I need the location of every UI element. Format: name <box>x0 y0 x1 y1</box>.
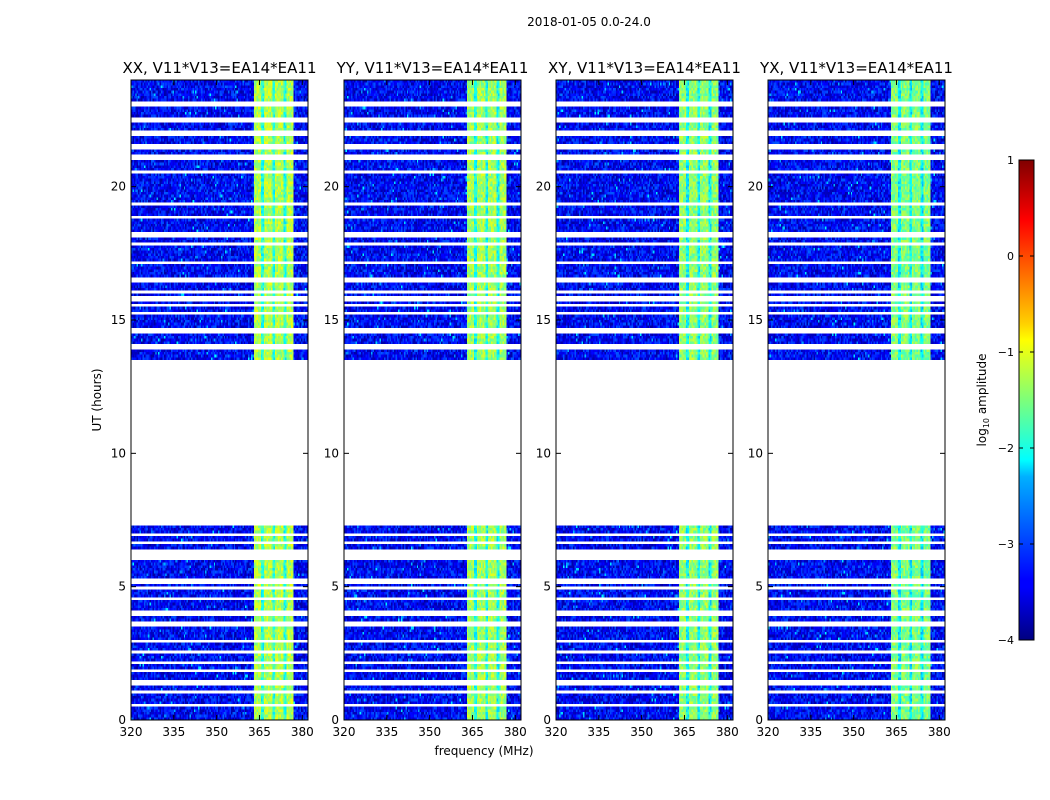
x-tick-label: 335 <box>375 725 398 739</box>
heatmap-image <box>768 80 945 720</box>
panel-frame <box>767 79 946 721</box>
colorbar-label: log10 amplitude <box>975 354 991 447</box>
x-tick-label: 380 <box>291 725 314 739</box>
panel-title: XY, V11*V13=EA14*EA11 <box>548 59 741 77</box>
y-tick-label: 10 <box>748 446 763 460</box>
panel-xy: XY, V11*V13=EA14*EA11 320 335 350 365 380 0 5 10… <box>536 59 741 739</box>
x-tick-label: 335 <box>162 725 185 739</box>
x-axis-label: frequency (MHz) <box>434 744 533 758</box>
x-tick-label: 350 <box>418 725 441 739</box>
x-tick-label: 350 <box>842 725 865 739</box>
y-tick-label: 0 <box>118 713 126 727</box>
x-tick-label: 380 <box>928 725 951 739</box>
x-tick-label: 320 <box>757 725 780 739</box>
y-tick-label: 10 <box>536 446 551 460</box>
panel-frame <box>555 79 734 721</box>
panel-title: YX, V11*V13=EA14*EA11 <box>759 59 953 77</box>
y-tick-label: 15 <box>111 313 126 327</box>
x-tick-label: 365 <box>885 725 908 739</box>
x-tick-label: 365 <box>461 725 484 739</box>
y-tick-label: 20 <box>536 180 551 194</box>
y-tick-label: 5 <box>118 580 126 594</box>
x-tick-label: 350 <box>630 725 653 739</box>
x-tick-label: 335 <box>587 725 610 739</box>
panel-yx: YX, V11*V13=EA14*EA11 320 335 350 365 380 0 5 10… <box>748 59 953 739</box>
panel-xx: XX, V11*V13=EA14*EA11 320 335 350 365 380 0 5 10… <box>111 59 317 739</box>
colorbar: log10 amplitude 1 0 −1 −2 −3 −4 <box>975 154 1035 647</box>
heatmap-image <box>344 80 521 720</box>
y-tick-label: 20 <box>111 180 126 194</box>
y-tick-label: 15 <box>748 313 763 327</box>
colorbar-tick-label: −3 <box>998 538 1014 551</box>
x-tick-label: 320 <box>545 725 568 739</box>
figure-title: 2018-01-05 0.0-24.0 <box>527 15 651 29</box>
y-tick-label: 20 <box>324 180 339 194</box>
x-tick-label: 365 <box>248 725 271 739</box>
colorbar-tick-label: 1 <box>1007 154 1014 167</box>
y-axis-label: UT (hours) <box>90 368 104 431</box>
y-tick-label: 10 <box>111 446 126 460</box>
heatmap-image <box>556 80 733 720</box>
x-tick-label: 350 <box>205 725 228 739</box>
colorbar-tick-label: −4 <box>998 634 1014 647</box>
y-tick-label: 15 <box>536 313 551 327</box>
y-tick-label: 5 <box>755 580 763 594</box>
x-tick-label: 365 <box>673 725 696 739</box>
x-tick-label: 320 <box>333 725 356 739</box>
panels: XX, V11*V13=EA14*EA11 320 335 350 365 380 0 5 10… <box>111 59 953 739</box>
panel-title: YY, V11*V13=EA14*EA11 <box>336 59 529 77</box>
x-tick-label: 380 <box>504 725 527 739</box>
x-tick-label: 335 <box>799 725 822 739</box>
panel-title: XX, V11*V13=EA14*EA11 <box>122 59 316 77</box>
y-tick-label: 10 <box>324 446 339 460</box>
y-tick-label: 5 <box>331 580 339 594</box>
heatmap-image <box>131 80 308 720</box>
colorbar-gradient <box>1018 159 1035 641</box>
panel-yy: YY, V11*V13=EA14*EA11 320 335 350 365 380 0 5 10… <box>324 59 529 739</box>
colorbar-tick-label: −1 <box>998 346 1014 359</box>
y-tick-label: 15 <box>324 313 339 327</box>
panel-frame <box>130 79 309 721</box>
y-tick-label: 0 <box>755 713 763 727</box>
x-tick-label: 380 <box>716 725 739 739</box>
y-tick-label: 0 <box>543 713 551 727</box>
y-tick-label: 0 <box>331 713 339 727</box>
colorbar-tick-label: −2 <box>998 442 1014 455</box>
y-tick-label: 20 <box>748 180 763 194</box>
x-tick-label: 320 <box>120 725 143 739</box>
panel-frame <box>343 79 522 721</box>
colorbar-tick-label: 0 <box>1007 250 1014 263</box>
y-tick-label: 5 <box>543 580 551 594</box>
